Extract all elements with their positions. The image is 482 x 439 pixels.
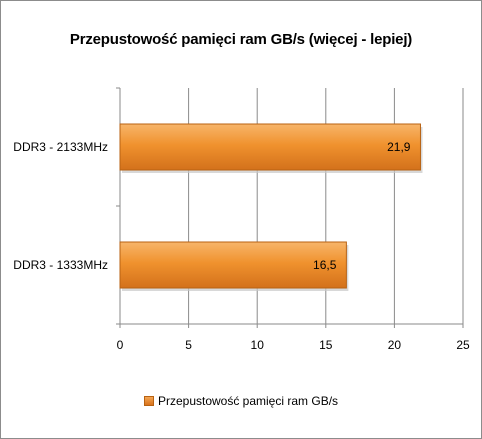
legend-swatch xyxy=(143,396,154,406)
x-tick-label: 10 xyxy=(251,338,265,352)
bar-value-label: 21,9 xyxy=(387,140,411,154)
chart-title: Przepustowość pamięci ram GB/s (więcej -… xyxy=(69,31,413,48)
bar xyxy=(119,241,347,289)
y-category-label: DDR3 - 2133MHz xyxy=(13,140,108,154)
bar xyxy=(119,123,421,171)
bar-value-label: 16,5 xyxy=(313,258,337,272)
legend: Przepustowość pamięci ram GB/s xyxy=(0,394,482,408)
y-category-label: DDR3 - 1333MHz xyxy=(13,258,108,272)
x-tick-label: 20 xyxy=(388,338,402,352)
x-tick-label: 15 xyxy=(319,338,333,352)
x-tick-label: 5 xyxy=(185,338,192,352)
x-tick-label: 0 xyxy=(117,338,124,352)
legend-label: Przepustowość pamięci ram GB/s xyxy=(157,394,339,408)
x-tick-label: 25 xyxy=(456,338,470,352)
